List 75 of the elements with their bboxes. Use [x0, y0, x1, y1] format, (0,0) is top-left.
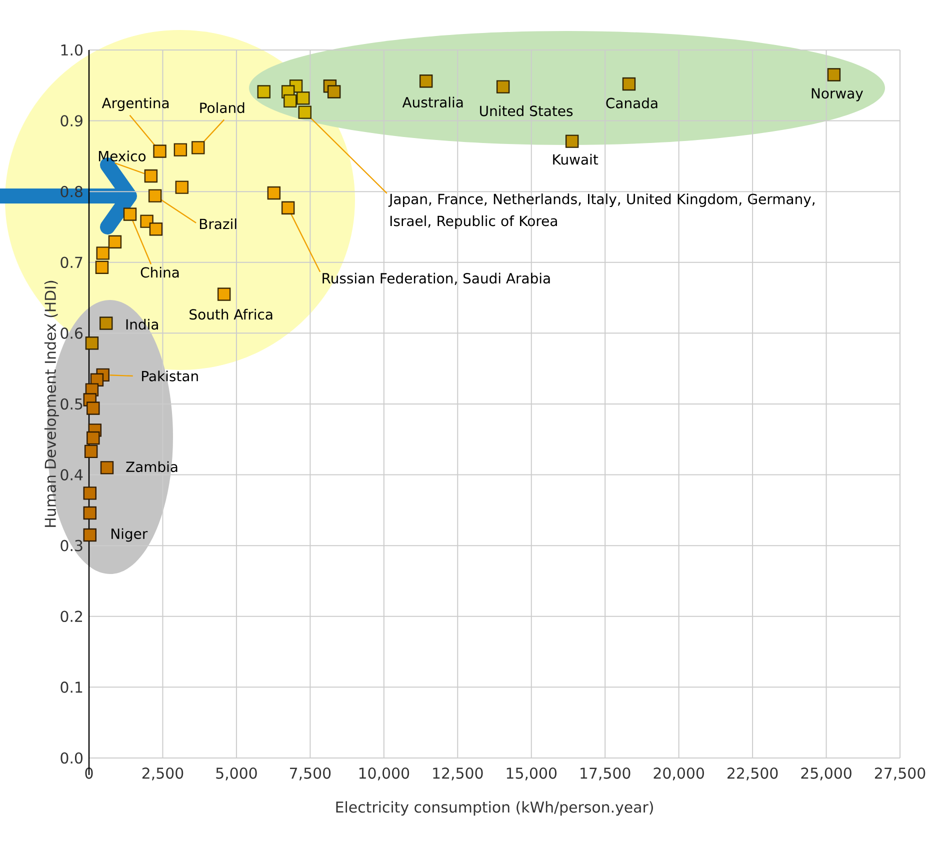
annotation: Russian Federation, Saudi Arabia: [322, 272, 550, 285]
point: [565, 134, 579, 148]
x-tick-label: 10,000: [359, 768, 410, 780]
x-tick-label: 2,500: [142, 768, 184, 780]
annotation: China: [140, 266, 179, 278]
point: [298, 106, 312, 119]
y-tick-label: 0.2: [60, 610, 82, 622]
point: [827, 68, 841, 82]
annotation: Canada: [606, 98, 658, 108]
point: [217, 288, 231, 301]
point: [257, 85, 270, 98]
point: [496, 80, 510, 94]
x-tick-label: 7,500: [290, 768, 331, 780]
annotation: Australia: [402, 96, 463, 108]
y-tick-label: 0.9: [60, 115, 82, 126]
x-tick-label: 12,500: [433, 768, 483, 780]
y-axis-title: Human Development Index (HDI): [44, 280, 59, 527]
point: [192, 141, 205, 154]
point: [108, 235, 122, 248]
annotation: Mexico: [98, 150, 146, 162]
point: [327, 85, 341, 98]
annotation: Norway: [812, 88, 863, 102]
y-tick-label: 1.0: [61, 44, 82, 56]
x-tick-label: 27,500: [874, 768, 926, 780]
x-tick-label: 15,000: [506, 768, 557, 780]
y-tick-label: 0.0: [60, 752, 82, 764]
annotation: United States: [480, 105, 573, 116]
point: [84, 444, 98, 458]
annotation: Kuwait: [553, 154, 598, 165]
point: [123, 208, 137, 221]
y-tick-label: 0.8: [60, 186, 82, 198]
y-tick-label: 0.7: [60, 256, 82, 268]
x-axis-title: Electricity consumption (kWh/person.year): [336, 801, 653, 816]
point: [83, 528, 96, 542]
y-tick-label: 0.5: [60, 398, 82, 410]
x-tick-label: 25,000: [801, 768, 852, 780]
x-tick-label: 17,500: [580, 768, 630, 780]
y-tick-label: 0.1: [60, 682, 82, 693]
annotation: Argentina: [102, 97, 169, 111]
annotation: Niger: [112, 528, 148, 542]
point: [281, 201, 295, 214]
point: [296, 92, 310, 105]
point: [85, 336, 99, 350]
point: [284, 94, 297, 108]
y-tick-label: 0.6: [60, 328, 83, 339]
annotation: South Africa: [190, 308, 272, 320]
point: [149, 222, 163, 236]
point: [153, 144, 166, 158]
point: [83, 506, 96, 520]
y-tick-label: 0.4: [60, 469, 83, 480]
point: [83, 486, 96, 500]
y-tick-label: 0.3: [60, 540, 82, 552]
point: [100, 461, 114, 474]
point: [86, 402, 100, 415]
point: [96, 246, 110, 260]
annotation: Brazil: [200, 218, 236, 230]
point: [174, 143, 188, 156]
annotation: Pakistan: [142, 370, 198, 382]
annotation: India: [126, 318, 158, 330]
point: [419, 74, 433, 88]
point: [100, 316, 113, 330]
x-tick-label: 20,000: [654, 768, 704, 780]
point: [175, 180, 188, 194]
x-tick-label: 0: [85, 768, 93, 779]
annotation: Poland: [200, 102, 244, 114]
annotation: Zambia: [126, 461, 178, 472]
annotation: Japan, France, Netherlands, Italy, United Kingdom, Germany, Israel, Republic of Korea: [388, 193, 814, 229]
point: [86, 431, 100, 445]
x-tick-label: 22,500: [728, 768, 778, 780]
point: [144, 169, 158, 183]
point: [622, 77, 636, 91]
point: [95, 260, 109, 274]
point: [267, 186, 281, 200]
point: [148, 189, 162, 202]
x-tick-label: 5,000: [216, 768, 257, 780]
